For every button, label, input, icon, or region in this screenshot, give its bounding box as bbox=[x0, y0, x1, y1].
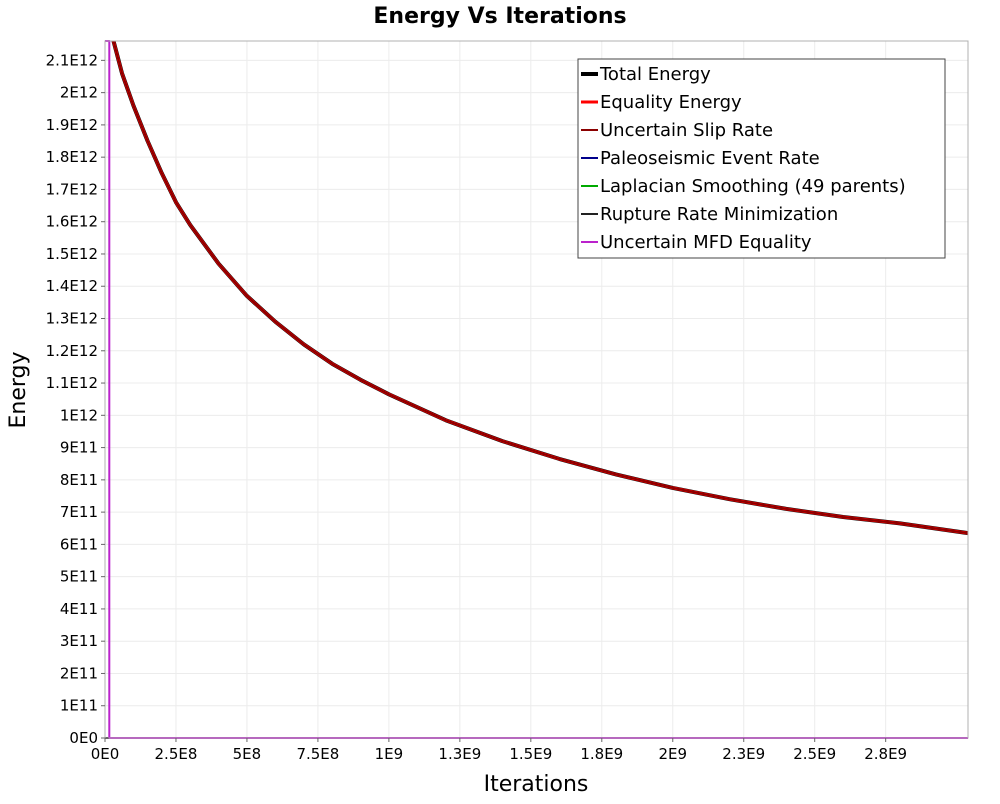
x-axis-label: Iterations bbox=[484, 772, 589, 797]
legend-label: Total Energy bbox=[599, 64, 711, 85]
chart-title: Energy Vs Iterations bbox=[373, 4, 626, 29]
y-tick-label: 2E12 bbox=[60, 84, 98, 102]
series-line-uncertain-slip-rate bbox=[112, 40, 969, 535]
y-tick-label: 1.9E12 bbox=[46, 116, 98, 134]
y-tick-label: 1.5E12 bbox=[46, 245, 98, 263]
legend-label: Uncertain MFD Equality bbox=[600, 232, 812, 253]
y-tick-label: 1.3E12 bbox=[46, 310, 98, 328]
plot-area-frame bbox=[104, 40, 969, 739]
x-tick-label: 1.5E9 bbox=[509, 745, 552, 763]
y-tick-label: 7E11 bbox=[60, 503, 98, 521]
x-tick-label: 2.5E9 bbox=[793, 745, 836, 763]
x-tick-label: 5E8 bbox=[233, 745, 262, 763]
y-tick-label: 1E12 bbox=[60, 406, 98, 424]
x-tick-label: 2.3E9 bbox=[722, 745, 765, 763]
x-tick-label: 0E0 bbox=[91, 745, 120, 763]
x-tick-label: 2.5E8 bbox=[155, 745, 198, 763]
y-tick-label: 1.7E12 bbox=[46, 180, 98, 198]
y-tick-label: 6E11 bbox=[60, 535, 98, 553]
axes: 0E0 1E11 2E11 3E11 4E11 5E11 6E11 7E11 8E11 9E11 1… bbox=[46, 51, 908, 763]
y-tick-label: 1.4E12 bbox=[46, 277, 98, 295]
x-tick-label: 2E9 bbox=[658, 745, 687, 763]
legend: Total Energy Equality Energy Uncertain Sli… bbox=[577, 58, 946, 259]
y-tick-label: 1E11 bbox=[60, 697, 98, 715]
legend-label: Uncertain Slip Rate bbox=[600, 120, 773, 141]
y-tick-label: 1.8E12 bbox=[46, 148, 98, 166]
legend-label: Equality Energy bbox=[600, 92, 742, 113]
y-tick-label: 1.1E12 bbox=[46, 374, 98, 392]
legend-box bbox=[577, 58, 946, 259]
y-tick-label: 3E11 bbox=[60, 632, 98, 650]
legend-label: Rupture Rate Minimization bbox=[600, 204, 838, 225]
x-tick-label: 1E9 bbox=[375, 745, 404, 763]
x-tick-label: 7.5E8 bbox=[296, 745, 339, 763]
y-tick-label: 1.2E12 bbox=[46, 342, 98, 360]
y-tick-label: 0E0 bbox=[69, 729, 98, 747]
y-tick-label: 2.1E12 bbox=[46, 51, 98, 69]
y-tick-label: 4E11 bbox=[60, 600, 98, 618]
y-tick-label: 1.6E12 bbox=[46, 213, 98, 231]
x-tick-label: 2.8E9 bbox=[864, 745, 907, 763]
y-tick-label: 2E11 bbox=[60, 664, 98, 682]
legend-label: Paleoseismic Event Rate bbox=[600, 148, 820, 169]
y-tick-label: 8E11 bbox=[60, 471, 98, 489]
y-axis-label: Energy bbox=[6, 351, 31, 428]
y-tick-label: 5E11 bbox=[60, 568, 98, 586]
y-tick-label: 9E11 bbox=[60, 439, 98, 457]
x-tick-label: 1.8E9 bbox=[580, 745, 623, 763]
legend-label: Laplacian Smoothing (49 parents) bbox=[600, 176, 906, 197]
x-tick-label: 1.3E9 bbox=[438, 745, 481, 763]
